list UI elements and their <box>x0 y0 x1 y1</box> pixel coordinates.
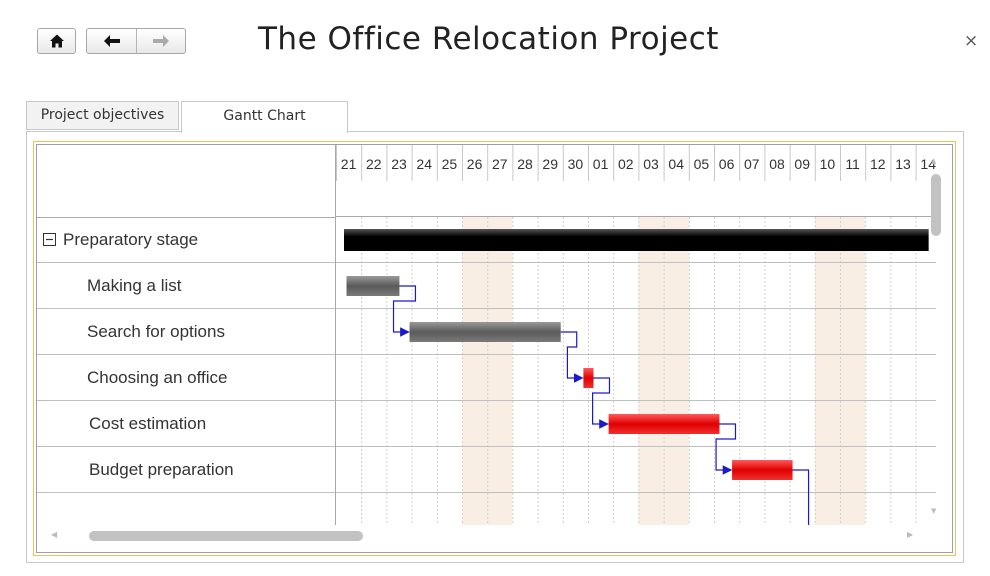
back-button[interactable] <box>87 29 137 53</box>
timeline-svg: 21 22 23 24 25 26 27 28 29 30 01 02 03 04 05 06 07 08 09 10… <box>336 145 936 525</box>
task-row-cost-estimation[interactable]: Cost estimation <box>37 401 335 447</box>
weekend-shade <box>663 217 689 525</box>
day-label: 03 <box>643 156 659 172</box>
task-label: Budget preparation <box>89 460 234 479</box>
page-title: The Office Relocation Project <box>258 21 719 57</box>
horizontal-scrollbar[interactable]: ◀ ▶ <box>37 527 937 547</box>
task-row-budget-preparation[interactable]: Budget preparation <box>37 447 335 493</box>
weekend-shade <box>814 217 840 525</box>
dependency-link <box>560 331 584 383</box>
day-label: 10 <box>820 156 836 172</box>
task-label: Choosing an office <box>87 368 228 387</box>
scroll-right-icon[interactable]: ▶ <box>907 530 914 539</box>
scroll-up-icon[interactable]: ▲ <box>931 157 937 165</box>
day-label: 13 <box>895 156 911 172</box>
day-label: 14 <box>920 156 936 172</box>
day-label: 02 <box>618 156 634 172</box>
weekend-shade <box>840 217 866 525</box>
weekend-shade <box>462 217 488 525</box>
horizontal-scroll-thumb[interactable] <box>89 531 363 541</box>
day-label: 22 <box>366 156 382 172</box>
day-label: 29 <box>542 156 558 172</box>
dependency-link <box>715 423 737 475</box>
tab-gantt-chart[interactable]: Gantt Chart <box>181 101 348 133</box>
home-icon <box>49 34 64 48</box>
task-list: Preparatory stage Making a list Search f… <box>37 145 336 525</box>
task-list-header <box>37 145 335 218</box>
gantt-chart: Preparatory stage Making a list Search f… <box>33 141 956 556</box>
day-label: 28 <box>517 156 533 172</box>
summary-bar <box>344 229 929 251</box>
task-bar <box>732 460 793 480</box>
day-label: 24 <box>416 156 432 172</box>
timeline-area[interactable]: 21 22 23 24 25 26 27 28 29 30 01 02 03 04 05 06 07 08 09 10… <box>336 145 936 525</box>
day-label: 08 <box>769 156 785 172</box>
history-navigation <box>86 28 186 54</box>
weekend-shade <box>487 217 513 525</box>
scroll-down-icon[interactable]: ▼ <box>931 507 937 515</box>
task-bar <box>346 276 400 296</box>
task-label: Making a list <box>87 276 182 295</box>
day-label: 05 <box>694 156 710 172</box>
home-button[interactable] <box>37 28 76 54</box>
dependency-link <box>392 285 417 337</box>
scroll-left-icon[interactable]: ◀ <box>51 530 58 539</box>
task-row-making-a-list[interactable]: Making a list <box>37 263 335 309</box>
task-row-search-for-options[interactable]: Search for options <box>37 309 335 355</box>
day-label: 06 <box>719 156 735 172</box>
day-label: 30 <box>568 156 584 172</box>
task-row-preparatory-stage[interactable]: Preparatory stage <box>37 217 335 263</box>
task-label: Search for options <box>87 322 225 341</box>
day-label: 11 <box>845 156 860 172</box>
vertical-scroll-thumb[interactable] <box>931 174 941 236</box>
day-label: 25 <box>442 156 458 172</box>
task-label: Cost estimation <box>89 414 207 433</box>
day-label: 21 <box>341 156 357 172</box>
task-bar <box>608 414 720 434</box>
day-label: 23 <box>391 156 407 172</box>
tab-project-objectives[interactable]: Project objectives <box>26 101 179 130</box>
forward-button[interactable] <box>136 29 185 53</box>
dependency-link <box>592 377 611 429</box>
day-label: 26 <box>467 156 483 172</box>
task-bar <box>409 322 561 342</box>
day-label: 12 <box>870 156 886 172</box>
gantt-grid: Preparatory stage Making a list Search f… <box>36 144 953 553</box>
collapse-icon[interactable] <box>43 233 56 246</box>
day-label: 27 <box>492 156 508 172</box>
dependency-link <box>792 469 810 525</box>
day-label: 09 <box>794 156 810 172</box>
arrow-right-icon <box>152 35 169 47</box>
day-label: 07 <box>744 156 760 172</box>
vertical-scrollbar[interactable]: ▲ ▼ <box>928 157 942 517</box>
task-row-choosing-an-office[interactable]: Choosing an office <box>37 355 335 401</box>
close-icon[interactable]: × <box>964 31 979 51</box>
weekend-shade <box>638 217 664 525</box>
arrow-left-icon <box>103 35 120 47</box>
day-label: 04 <box>668 156 684 172</box>
task-bar <box>583 368 594 388</box>
day-label: 01 <box>593 156 609 172</box>
task-label: Preparatory stage <box>63 230 199 249</box>
